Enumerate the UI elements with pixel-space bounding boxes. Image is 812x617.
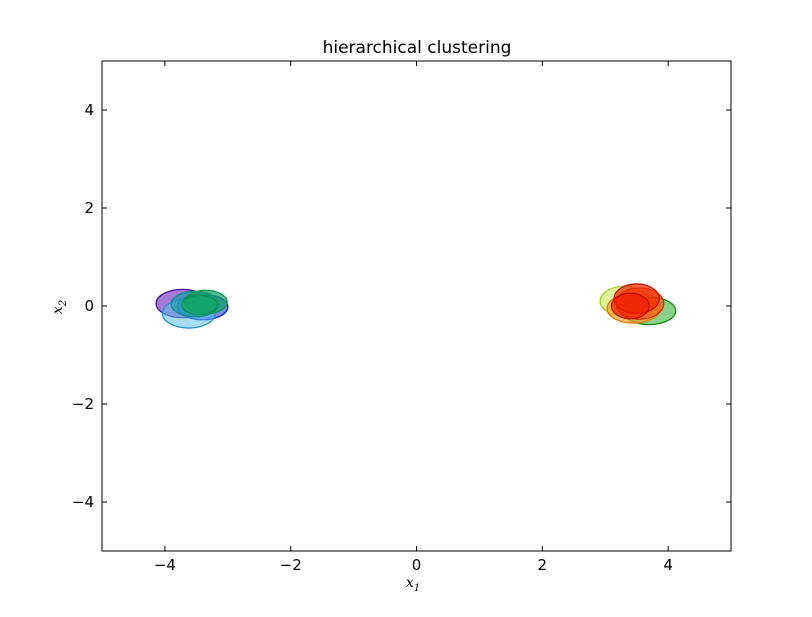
- x-axis-label: x1: [406, 575, 420, 594]
- y-tick-label: 2: [84, 199, 94, 217]
- axis-ticks: −4 −2 0 2 4 −4 −2 0 2 4: [72, 61, 731, 574]
- x-axis-label-subscript: 1: [414, 583, 420, 594]
- cluster-2: [599, 283, 677, 326]
- x-tick-label: −2: [280, 556, 302, 574]
- y-axis-label: x2: [50, 300, 69, 314]
- x-tick-label: 2: [538, 556, 548, 574]
- cluster-1-ellipse-6: [181, 294, 218, 316]
- plot-area: [155, 283, 677, 329]
- x-tick-label: −4: [154, 556, 176, 574]
- chart-title: hierarchical clustering: [323, 38, 512, 58]
- y-axis-label-subscript: 2: [58, 300, 69, 307]
- y-tick-label: −4: [72, 493, 94, 511]
- y-tick-label: −2: [72, 395, 94, 413]
- cluster-2-ellipse-6: [610, 292, 650, 320]
- y-axis-label-base: x: [50, 306, 66, 314]
- x-axis-label-base: x: [406, 575, 414, 591]
- cluster-1: [155, 288, 229, 329]
- y-tick-label: 0: [84, 297, 94, 315]
- x-tick-label: 0: [412, 556, 422, 574]
- x-tick-label: 4: [663, 556, 673, 574]
- y-tick-label: 4: [84, 101, 94, 119]
